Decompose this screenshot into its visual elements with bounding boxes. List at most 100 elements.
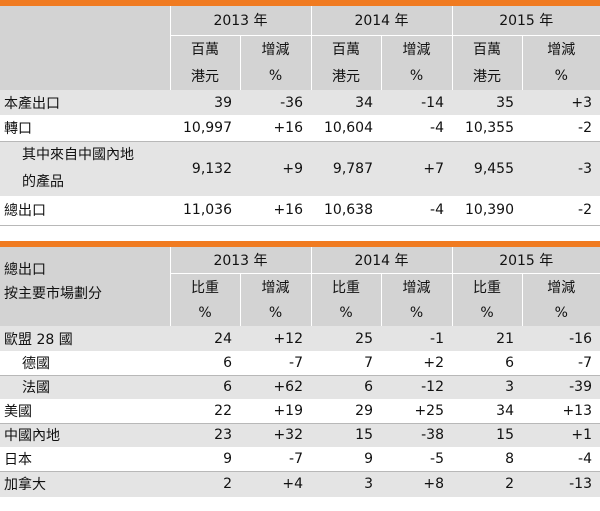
value-cell: 10,997 xyxy=(170,115,240,142)
table-row: 美國 22 +19 29 +25 34 +13 xyxy=(0,399,600,424)
table2-title-line1: 總出口 xyxy=(4,262,46,278)
row-label: 其中來自中國內地 的產品 xyxy=(0,141,170,196)
value-cell: 10,390 xyxy=(452,195,522,226)
share-cell: 6 xyxy=(311,375,381,399)
table2-title-cell: 總出口按主要市場劃分 xyxy=(0,247,170,326)
table2-top-accent-bar xyxy=(0,241,600,247)
change-cell: -36 xyxy=(240,90,311,115)
share-cell: 3 xyxy=(452,375,522,399)
change-cell: +62 xyxy=(240,375,311,399)
change-cell: -13 xyxy=(522,471,600,497)
change-cell: +19 xyxy=(240,399,311,424)
change-cell: -12 xyxy=(381,375,452,399)
change-cell: -1 xyxy=(381,326,452,351)
change-cell: +25 xyxy=(381,399,452,424)
change-header: % xyxy=(239,300,311,326)
change-header: % xyxy=(239,62,311,90)
value-cell: 10,638 xyxy=(311,195,381,226)
change-cell: -7 xyxy=(240,447,311,472)
change-header: 增減 xyxy=(380,273,452,300)
row-label: 德國 xyxy=(0,351,170,376)
row-label: 本產出口 xyxy=(0,90,170,115)
change-cell: +2 xyxy=(381,351,452,376)
change-cell: -5 xyxy=(381,447,452,472)
table-row: 日本 9 -7 9 -5 8 -4 xyxy=(0,447,600,472)
table2-title-line2: 按主要市場劃分 xyxy=(4,286,102,302)
unit-header: 比重 xyxy=(451,273,522,300)
share-cell: 6 xyxy=(170,375,240,399)
share-cell: 3 xyxy=(311,471,381,497)
change-cell: -7 xyxy=(522,351,600,376)
change-header: 增減 xyxy=(521,273,600,300)
change-cell: -39 xyxy=(522,375,600,399)
value-cell: 9,455 xyxy=(452,141,522,196)
year-header: 2015 年 xyxy=(451,247,600,274)
change-header: % xyxy=(521,300,600,326)
change-cell: -2 xyxy=(522,195,600,226)
table-row: 中國內地 23 +32 15 -38 15 +1 xyxy=(0,423,600,447)
change-cell: +4 xyxy=(240,471,311,497)
share-cell: 24 xyxy=(170,326,240,351)
change-cell: -14 xyxy=(381,90,452,115)
share-cell: 9 xyxy=(311,447,381,472)
share-cell: 15 xyxy=(452,423,522,447)
change-cell: -16 xyxy=(522,326,600,351)
row-label: 總出口 xyxy=(0,195,170,226)
change-cell: -4 xyxy=(522,447,600,472)
change-cell: -4 xyxy=(381,195,452,226)
row-label: 法國 xyxy=(0,375,170,399)
share-cell: 2 xyxy=(170,471,240,497)
change-header: 增減 xyxy=(380,35,452,62)
unit-header: 百萬 xyxy=(169,35,240,62)
unit-header: 百萬 xyxy=(310,35,381,62)
change-cell: +16 xyxy=(240,195,311,226)
value-cell: 11,036 xyxy=(170,195,240,226)
share-cell: 25 xyxy=(311,326,381,351)
year-header: 2015 年 xyxy=(451,6,600,36)
change-cell: +12 xyxy=(240,326,311,351)
unit-header: 港元 xyxy=(310,62,381,90)
change-cell: -2 xyxy=(522,115,600,142)
value-cell: 34 xyxy=(311,90,381,115)
table-row: 德國 6 -7 7 +2 6 -7 xyxy=(0,351,600,376)
value-cell: 39 xyxy=(170,90,240,115)
value-cell: 9,132 xyxy=(170,141,240,196)
change-header: % xyxy=(380,62,452,90)
unit-header: 港元 xyxy=(169,62,240,90)
table-row: 總出口 11,036 +16 10,638 -4 10,390 -2 xyxy=(0,195,600,226)
change-cell: +3 xyxy=(522,90,600,115)
table-row: 本產出口 39 -36 34 -14 35 +3 xyxy=(0,90,600,115)
share-cell: 6 xyxy=(170,351,240,376)
value-cell: 10,604 xyxy=(311,115,381,142)
change-cell: +32 xyxy=(240,423,311,447)
change-header: % xyxy=(380,300,452,326)
row-label-line1: 其中來自中國內地 xyxy=(22,146,134,163)
row-label: 轉口 xyxy=(0,115,170,142)
change-cell: -7 xyxy=(240,351,311,376)
share-cell: 7 xyxy=(311,351,381,376)
change-cell: +1 xyxy=(522,423,600,447)
change-cell: +13 xyxy=(522,399,600,424)
row-label: 中國內地 xyxy=(0,423,170,447)
unit-header: 比重 xyxy=(310,273,381,300)
change-cell: -4 xyxy=(381,115,452,142)
share-cell: 8 xyxy=(452,447,522,472)
unit-header: 比重 xyxy=(169,273,240,300)
table1-top-accent-bar xyxy=(0,0,600,6)
table-row: 加拿大 2 +4 3 +8 2 -13 xyxy=(0,471,600,497)
exports-by-market-table: 總出口 按主要市場劃分 2013 年 2014 年 2015 年 比重 增減 比重… xyxy=(0,247,600,497)
table1-corner-cell xyxy=(0,6,170,90)
table-row: 其中來自中國內地 的產品 9,132 +9 9,787 +7 9,455 -3 xyxy=(0,141,600,196)
unit-header: 百萬 xyxy=(451,35,522,62)
share-cell: 15 xyxy=(311,423,381,447)
share-cell: 2 xyxy=(452,471,522,497)
change-cell: +16 xyxy=(240,115,311,142)
row-label-line2: 的產品 xyxy=(22,173,64,190)
value-cell: 10,355 xyxy=(452,115,522,142)
share-cell: 21 xyxy=(452,326,522,351)
table-row: 歐盟 28 國 24 +12 25 -1 21 -16 xyxy=(0,326,600,351)
table-row: 法國 6 +62 6 -12 3 -39 xyxy=(0,375,600,399)
unit-header: % xyxy=(310,300,381,326)
unit-header: % xyxy=(451,300,522,326)
change-cell: -38 xyxy=(381,423,452,447)
